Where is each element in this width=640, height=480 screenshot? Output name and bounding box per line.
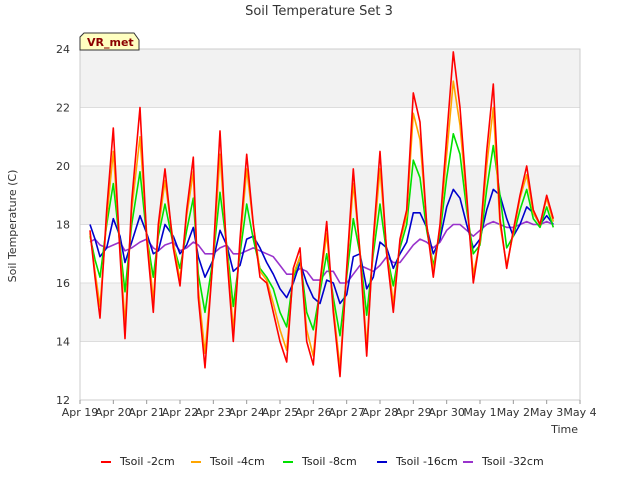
y-tick-label: 14 [56,336,70,349]
x-tick-label: Apr 26 [295,406,332,419]
legend-item: Tsoil -8cm [283,455,357,468]
legend-item: Tsoil -16cm [377,455,458,468]
grid-band [80,283,580,342]
x-tick-label: Apr 29 [395,406,432,419]
legend-label: Tsoil -8cm [301,455,357,468]
y-tick-label: 22 [56,102,70,115]
grid-band [80,166,580,225]
y-tick-label: 24 [56,43,70,56]
legend: Tsoil -2cm Tsoil -4cm Tsoil -8cm Tsoil -16c… [101,455,544,468]
x-tick-label: May 4 [563,406,596,419]
legend-item: Tsoil -2cm [101,455,175,468]
badge-shape [79,32,140,51]
grid-lines [79,48,581,401]
legend-item: Tsoil -4cm [191,455,265,468]
series-line-tsoil-16cm [89,188,554,305]
legend-label: Tsoil -32cm [481,455,544,468]
x-tick-label: Apr 25 [262,406,299,419]
y-axis-label: Soil Temperature (C) [6,170,19,283]
legend-label: Tsoil -16cm [395,455,458,468]
legend-item: Tsoil -32cm [463,455,544,468]
y-tick-label: 18 [56,219,70,232]
chart-title: Soil Temperature Set 3 [245,4,393,19]
y-tick-label: 20 [56,160,70,173]
x-tick-label: Apr 28 [362,406,399,419]
x-tick-label: Apr 27 [328,406,365,419]
legend-label: Tsoil -4cm [209,455,265,468]
x-axis-label: Time [550,423,578,436]
y-tick-label: 16 [56,277,70,290]
x-tick-label: Apr 20 [95,406,132,419]
legend-label: Tsoil -2cm [119,455,175,468]
y-tick-label: 12 [56,394,70,407]
x-tick-label: Apr 21 [128,406,165,419]
x-tick-label: Apr 22 [162,406,199,419]
plot-border [79,48,581,401]
x-tick-label: Apr 30 [428,406,465,419]
x-tick-label: May 2 [497,406,530,419]
badge-label: VR_met [87,36,134,49]
x-tick-label: Apr 24 [228,406,265,419]
site-badge: VR_met [79,32,140,51]
x-tick-label: Apr 23 [195,406,232,419]
grid-band [80,49,580,108]
series-lines [89,51,555,378]
y-axis-ticks: 12 14 16 18 20 22 24 [56,43,70,407]
series-line-tsoil-2cm [89,51,555,378]
x-tick-label: May 3 [530,406,563,419]
x-tick-label: Apr 19 [62,406,99,419]
x-tick-label: May 1 [463,406,496,419]
